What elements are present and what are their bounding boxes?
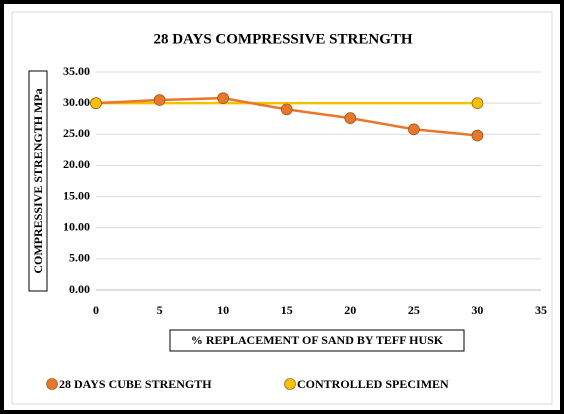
x-axis-label: % REPLACEMENT OF SAND BY TEFF HUSK [191, 333, 444, 347]
legend-label: 28 DAYS CUBE STRENGTH [59, 377, 212, 391]
chart-title: 28 DAYS COMPRESSIVE STRENGTH [153, 31, 412, 47]
legend-marker [46, 378, 58, 390]
x-tick-label: 5 [157, 303, 163, 317]
y-tick-label: 25.00 [63, 126, 90, 140]
y-tick-label: 5.00 [69, 251, 90, 265]
x-tick-label: 35 [535, 303, 547, 317]
y-tick-label: 20.00 [63, 157, 90, 171]
point [344, 112, 357, 124]
legend-marker [284, 378, 296, 390]
x-tick-label: 25 [408, 303, 420, 317]
point [408, 123, 420, 136]
point [280, 103, 293, 116]
x-tick-label: 10 [217, 303, 229, 317]
point [217, 92, 229, 104]
x-label-box [169, 329, 465, 352]
point [471, 129, 484, 142]
x-tick-label: 30 [471, 303, 483, 317]
y-tick-label: 15.00 [63, 188, 90, 202]
legend-label: CONTROLLED SPECIMEN [297, 377, 449, 391]
x-tick-label: 15 [281, 303, 293, 317]
chart-area [11, 11, 553, 405]
y-tick-label: 0.00 [69, 282, 90, 296]
point [471, 97, 484, 109]
y-label-group: COMPRESSIVE STRENGTH MPa [28, 70, 48, 292]
y-tick-label: 10.00 [63, 219, 90, 233]
point [90, 97, 102, 109]
y-tick-label: 35.00 [63, 64, 90, 78]
y-axis-label: COMPRESSIVE STRENGTH MPa [31, 88, 45, 273]
x-tick-label: 0 [93, 303, 99, 317]
point [153, 94, 166, 106]
x-tick-label: 20 [344, 303, 356, 317]
y-tick-label: 30.00 [63, 95, 90, 109]
y-label-box [28, 70, 48, 292]
